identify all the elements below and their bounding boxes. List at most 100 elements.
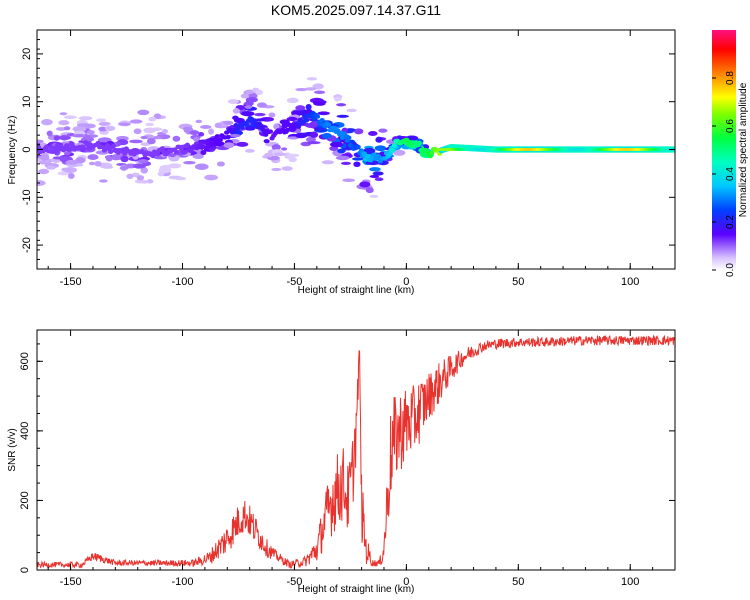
spectrogram-cell [53, 135, 60, 141]
spectrogram-cell [137, 109, 150, 116]
spectrogram-x-tick-label: 0 [403, 276, 409, 288]
snr-x-tick-label: -50 [286, 576, 302, 588]
spectrogram-cell [286, 97, 299, 104]
spectrogram-cell [245, 90, 254, 95]
snr-x-tick-label: 0 [403, 576, 409, 588]
spectrogram-cell [375, 136, 383, 143]
spectrogram-cell [172, 135, 181, 142]
spectrogram-cell [352, 157, 364, 161]
spectrogram-ridge-cell [258, 123, 264, 128]
spectrogram-cell [279, 119, 290, 125]
spectrogram-ridge-cell [303, 118, 310, 123]
spectrogram-cell [333, 96, 342, 102]
spectrogram-cell [298, 109, 308, 116]
spectrogram-cell [306, 77, 318, 81]
spectrogram-cell [263, 139, 270, 144]
spectrogram-cell [337, 148, 346, 154]
spectrogram-cell [365, 187, 374, 194]
snr-x-tick-label: -150 [60, 576, 82, 588]
spectrogram-cell [39, 160, 47, 165]
spectrogram-cell [194, 163, 209, 170]
spectrogram-cell [304, 87, 317, 91]
spectrogram-cell [329, 146, 339, 151]
spectrogram-cell [353, 161, 361, 168]
spectrogram-ridge-cell [427, 153, 433, 159]
spectrogram-y-tick-label: 10 [21, 96, 33, 108]
spectrogram-cell [336, 114, 349, 118]
spectrogram-cell [244, 148, 255, 153]
spectrogram-cell [37, 139, 44, 144]
spectrogram-ridge-cell [371, 152, 377, 157]
spectrogram-cell [378, 128, 388, 133]
spectrogram-cell [126, 173, 134, 179]
spectrogram-cell [305, 123, 319, 129]
spectrogram-ridge-cell [390, 148, 396, 153]
spectrogram-cell [340, 161, 352, 166]
spectrogram-cell [254, 112, 266, 117]
spectrogram-cell [271, 144, 281, 151]
spectrogram-cell [223, 142, 235, 149]
snr-y-tick-label: 400 [19, 422, 31, 440]
snr-frame [36, 329, 676, 571]
spectrogram-cell [342, 178, 356, 183]
spectrogram-cell [67, 172, 75, 179]
spectrogram-cell [87, 154, 99, 161]
spectrogram-ridge-cell [267, 129, 274, 134]
spectrogram-y-tick-label: -10 [21, 189, 33, 205]
spectrogram-cell [78, 116, 93, 121]
spectrogram-cell [257, 102, 267, 108]
spectrogram-cell [61, 167, 71, 172]
spectrogram-cell [119, 166, 129, 170]
spectrogram-cell [240, 93, 249, 99]
spectrogram-cell [120, 155, 129, 163]
spectrogram-ridge-cell [239, 125, 245, 130]
spectrogram-x-tick-label: 50 [512, 276, 524, 288]
spectrogram-cell [136, 175, 145, 181]
spectrogram-cell [264, 152, 274, 158]
spectrogram-cell [63, 115, 77, 120]
snr-series-line [37, 334, 675, 569]
spectrogram-cell [287, 136, 300, 140]
spectrogram-cell [306, 141, 321, 145]
spectrogram-cell [255, 89, 263, 95]
spectrogram-ridge-cell [314, 114, 321, 119]
spectrogram-cell [228, 134, 241, 138]
spectrogram-cell [273, 152, 287, 157]
spectrogram-ridge-cell [181, 149, 187, 155]
spectrogram-cell [369, 194, 379, 198]
spectrogram-cell [72, 133, 87, 138]
spectrogram-cell [41, 118, 53, 126]
spectrogram-x-tick-label: -50 [286, 276, 302, 288]
colorbar-label: Normalized spectral amplitude [738, 82, 749, 217]
spectrogram-cell [58, 135, 71, 141]
spectrogram-cell [138, 159, 149, 164]
spectrogram-cell [189, 130, 200, 136]
spectrogram-cell [111, 156, 122, 161]
spectrogram-cell [208, 128, 215, 135]
spectrogram-x-tick-label: -150 [60, 276, 82, 288]
spectrogram-cell [273, 123, 280, 130]
spectrogram-x-label: Height of straight line (km) [298, 285, 415, 296]
spectrogram-ridge-cell [325, 122, 332, 127]
spectrogram-cell [295, 105, 306, 111]
spectrogram-ridge-cell [111, 143, 117, 149]
spectrogram-ridge-cell [335, 128, 341, 133]
spectrogram-cell [317, 111, 330, 116]
spectrogram-y-tick-label: 0 [21, 146, 33, 152]
spectrogram-cell [183, 161, 196, 165]
spectrogram-ridge-cell [225, 134, 231, 140]
spectrogram-cell [119, 122, 131, 126]
spectrogram-cell [195, 119, 203, 124]
spectrogram-cell [59, 112, 68, 116]
snr-x-tick-label: 50 [512, 576, 524, 588]
spectrogram-cell [281, 166, 293, 171]
spectrogram-cell [40, 155, 49, 161]
spectrogram-cell [46, 130, 53, 137]
spectrogram-cell [101, 165, 114, 169]
spectrogram-x-tick-label: -100 [171, 276, 193, 288]
spectrogram-cell [271, 167, 282, 172]
snr-y-label: SNR (v/v) [7, 428, 18, 471]
spectrogram-cell [368, 130, 378, 137]
spectrogram-ridge-cell [244, 122, 250, 128]
